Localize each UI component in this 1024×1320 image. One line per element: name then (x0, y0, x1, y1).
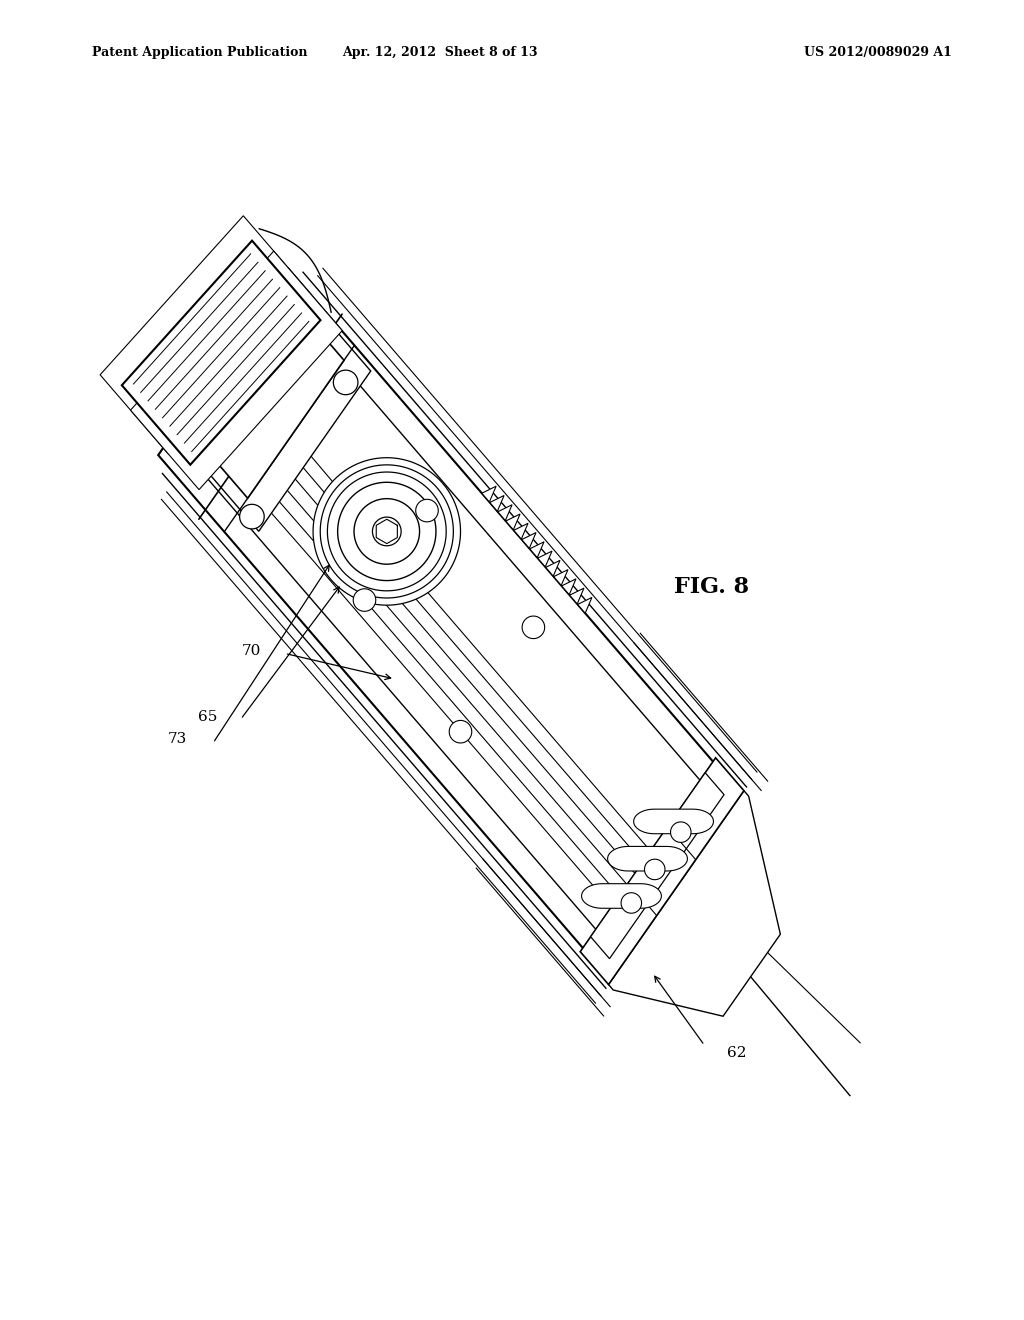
Polygon shape (554, 570, 568, 585)
Polygon shape (172, 273, 344, 498)
Text: Patent Application Publication: Patent Application Publication (92, 46, 307, 59)
Polygon shape (338, 482, 436, 581)
Polygon shape (522, 532, 536, 548)
Polygon shape (569, 589, 584, 605)
Polygon shape (158, 269, 741, 981)
Polygon shape (354, 499, 420, 564)
Polygon shape (482, 486, 496, 502)
Polygon shape (529, 541, 544, 557)
Polygon shape (591, 772, 724, 958)
Polygon shape (200, 321, 710, 940)
Polygon shape (489, 495, 504, 511)
Text: 62: 62 (727, 1047, 746, 1060)
Polygon shape (671, 822, 691, 842)
Polygon shape (321, 465, 454, 598)
Polygon shape (328, 473, 446, 591)
Text: Apr. 12, 2012  Sheet 8 of 13: Apr. 12, 2012 Sheet 8 of 13 (343, 46, 538, 59)
Polygon shape (373, 517, 401, 545)
Text: US 2012/0089029 A1: US 2012/0089029 A1 (805, 46, 952, 59)
Polygon shape (353, 589, 376, 611)
Polygon shape (622, 892, 642, 913)
Polygon shape (416, 499, 438, 521)
Polygon shape (122, 240, 321, 465)
Polygon shape (334, 370, 358, 395)
Text: 65: 65 (198, 710, 217, 723)
Polygon shape (130, 251, 342, 490)
Polygon shape (607, 846, 687, 871)
Polygon shape (240, 504, 264, 529)
Polygon shape (522, 616, 545, 639)
Polygon shape (450, 721, 472, 743)
Text: FIG. 8: FIG. 8 (674, 577, 750, 598)
Polygon shape (578, 598, 592, 614)
Text: 73: 73 (168, 733, 187, 746)
Polygon shape (506, 513, 520, 529)
Polygon shape (562, 579, 575, 595)
Polygon shape (514, 523, 528, 539)
Polygon shape (165, 261, 371, 531)
Polygon shape (581, 758, 743, 985)
Polygon shape (313, 458, 461, 605)
Polygon shape (498, 504, 512, 520)
Polygon shape (538, 550, 552, 566)
Polygon shape (546, 561, 560, 576)
Polygon shape (644, 859, 665, 879)
Polygon shape (634, 809, 714, 834)
Polygon shape (100, 215, 311, 454)
Polygon shape (582, 883, 662, 908)
Polygon shape (608, 791, 780, 1016)
Text: 70: 70 (242, 644, 261, 657)
